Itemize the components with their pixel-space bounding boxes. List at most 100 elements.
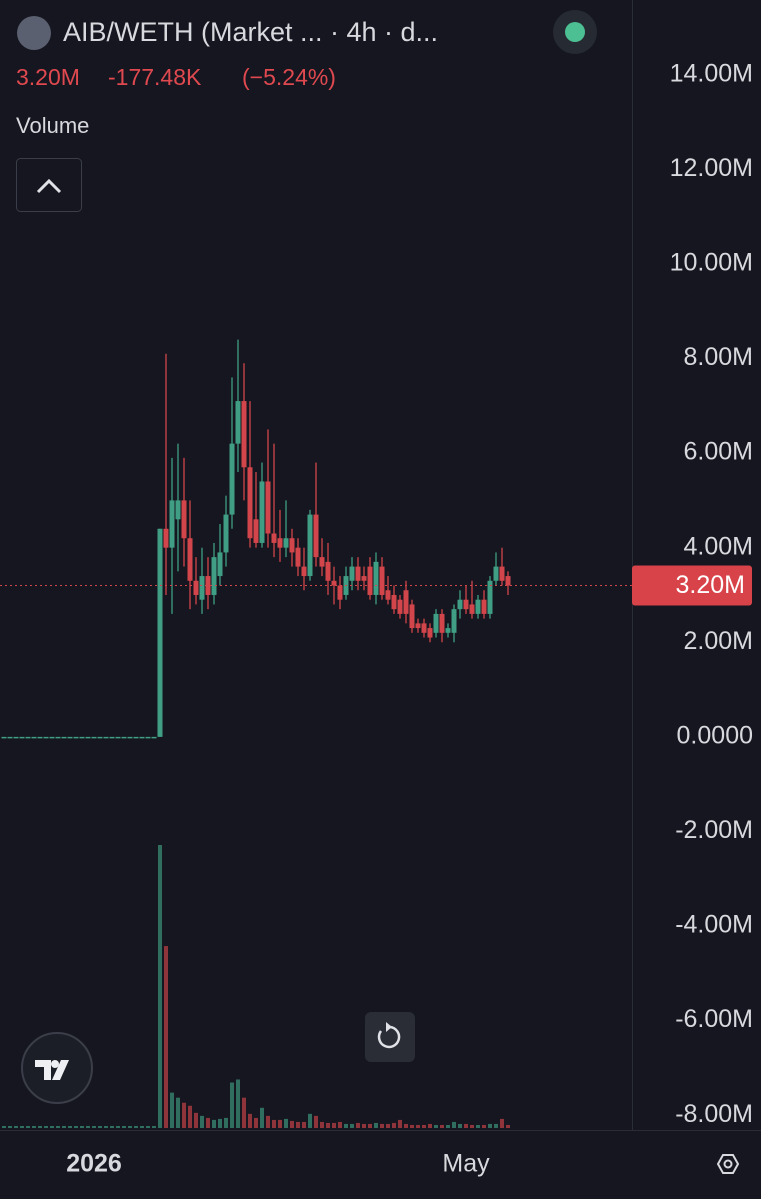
- y-tick-label: -2.00M: [675, 816, 753, 844]
- candle-body: [481, 599, 487, 614]
- y-tick-label: 4.00M: [684, 532, 753, 560]
- volume-bar: [362, 1123, 366, 1128]
- y-tick-label: 14.00M: [670, 59, 753, 87]
- candle-body: [337, 585, 343, 600]
- volume-bar: [146, 1125, 150, 1128]
- plot: [1, 339, 511, 1128]
- candle-body: [43, 736, 49, 739]
- volume-bar: [230, 1082, 234, 1128]
- reset-button[interactable]: [365, 1012, 415, 1062]
- candle-body: [169, 500, 175, 548]
- candle-body: [133, 736, 139, 739]
- candle-body: [121, 736, 127, 739]
- x-tick-label: 2026: [66, 1150, 122, 1178]
- y-tick-label: 12.00M: [670, 154, 753, 182]
- candle-body: [241, 401, 247, 468]
- volume-bar: [224, 1117, 228, 1128]
- volume-bar: [278, 1119, 282, 1128]
- candle-body: [115, 736, 121, 739]
- y-tick-label: -6.00M: [675, 1005, 753, 1033]
- candle-body: [151, 736, 157, 739]
- volume-bar: [482, 1124, 486, 1128]
- candle-body: [385, 590, 391, 600]
- candle-body: [493, 566, 499, 581]
- volume-bar: [368, 1123, 372, 1128]
- candle-body: [277, 538, 283, 548]
- candle-body: [301, 566, 307, 577]
- volume-bar: [344, 1123, 348, 1128]
- tv-logo[interactable]: [21, 1032, 93, 1104]
- collapse-button[interactable]: [16, 158, 82, 212]
- volume-bar: [464, 1123, 468, 1128]
- volume-bar: [320, 1121, 324, 1128]
- volume-bar: [380, 1123, 384, 1128]
- candle-body: [355, 566, 361, 581]
- volume-bar: [272, 1119, 276, 1128]
- volume-bar: [56, 1125, 60, 1128]
- volume-bar: [356, 1122, 360, 1128]
- volume-bar: [176, 1097, 180, 1128]
- chevron-icon: [36, 178, 62, 194]
- volume-bar: [236, 1079, 240, 1128]
- volume-bar: [92, 1125, 96, 1128]
- candle-body: [25, 736, 31, 739]
- volume-bar: [44, 1125, 48, 1128]
- volume-bar: [68, 1125, 72, 1128]
- volume-bar: [302, 1121, 306, 1128]
- candle-body: [427, 628, 433, 638]
- candle-body: [19, 736, 25, 739]
- volume-bar: [350, 1123, 354, 1128]
- candle-body: [445, 628, 451, 633]
- volume-bar: [218, 1118, 222, 1128]
- candle-body: [139, 736, 145, 739]
- volume-bar: [242, 1097, 246, 1128]
- avatar: [17, 16, 51, 50]
- candle-body: [211, 557, 217, 595]
- candle-body: [433, 613, 439, 633]
- candle-body: [91, 736, 97, 739]
- settings-icon[interactable]: [716, 1154, 740, 1174]
- candle-body: [223, 514, 229, 553]
- volume-bar: [386, 1123, 390, 1128]
- candle-body: [349, 566, 355, 581]
- price: 3.20M: [16, 64, 80, 90]
- candle-body: [205, 576, 211, 595]
- volume-bar: [500, 1118, 504, 1128]
- volume-bar: [86, 1125, 90, 1128]
- candle-body: [61, 736, 67, 739]
- volume-bar: [488, 1123, 492, 1128]
- volume-bar: [38, 1125, 42, 1128]
- volume-bar: [326, 1122, 330, 1128]
- candle-body: [247, 467, 253, 539]
- volume-bar: [134, 1125, 138, 1128]
- price-label-bg: [632, 565, 752, 606]
- volume-bar: [296, 1121, 300, 1128]
- y-tick-label: 2.00M: [684, 627, 753, 655]
- candle-body: [229, 443, 235, 515]
- volume-bar: [338, 1121, 342, 1128]
- candle-body: [127, 736, 133, 739]
- candle-body: [253, 519, 259, 543]
- volume-bar: [254, 1117, 258, 1128]
- volume-bar: [158, 845, 162, 1128]
- volume-bar: [20, 1125, 24, 1128]
- settings-icon-center: [723, 1159, 733, 1169]
- candle-body: [55, 736, 61, 739]
- volume-bar: [164, 946, 168, 1128]
- candle-body: [295, 547, 301, 567]
- candle-body: [7, 736, 13, 739]
- candle-body: [439, 613, 445, 633]
- volume-bar: [2, 1125, 6, 1128]
- candle-body: [367, 566, 373, 595]
- volume-bar: [494, 1123, 498, 1128]
- volume-bar: [392, 1122, 396, 1128]
- y-tick-label: -8.00M: [675, 1100, 753, 1128]
- reset-icon: [377, 1025, 401, 1049]
- candle-body: [193, 580, 199, 595]
- candle-body: [97, 736, 103, 739]
- candle-body: [415, 623, 421, 629]
- volume-bar: [440, 1124, 444, 1128]
- candle-body: [379, 566, 385, 595]
